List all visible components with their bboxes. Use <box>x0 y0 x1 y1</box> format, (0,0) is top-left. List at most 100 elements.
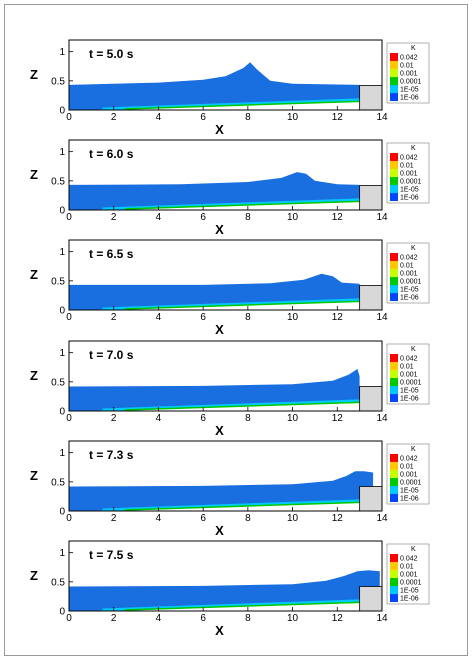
x-tick-label: 2 <box>111 413 117 424</box>
x-tick-label: 4 <box>156 613 162 624</box>
legend-swatch <box>390 93 398 101</box>
x-tick-label: 0 <box>66 513 72 524</box>
legend-level-label: 1E-05 <box>400 488 419 495</box>
legend-swatch <box>390 53 398 61</box>
y-tick-label: 0.5 <box>51 76 65 87</box>
y-tick-label: 0.5 <box>51 176 65 187</box>
x-tick-label: 2 <box>111 212 117 223</box>
legend-swatch <box>390 61 398 69</box>
legend-swatch <box>390 454 398 462</box>
legend-swatch <box>390 161 398 169</box>
x-tick-label: 14 <box>376 312 388 323</box>
water-body <box>69 471 374 511</box>
figure-frame <box>4 4 468 656</box>
plot-area <box>69 570 380 611</box>
boundary-layer-green <box>124 601 360 611</box>
legend-swatch <box>390 293 398 301</box>
y-tick-label: 0 <box>59 306 65 317</box>
legend-level-label: 0.0001 <box>400 179 422 186</box>
seabed <box>69 402 360 411</box>
y-axis-label: Z <box>30 468 38 483</box>
water-body <box>69 172 360 210</box>
plot-area <box>69 369 360 411</box>
x-tick-label: 0 <box>66 112 72 123</box>
legend-swatch <box>390 394 398 402</box>
legend-level-label: 0.0001 <box>400 580 422 587</box>
legend-level-label: 1E-05 <box>400 588 419 595</box>
x-tick-label: 2 <box>111 312 117 323</box>
y-tick-label: 1 <box>59 247 65 258</box>
y-tick-label: 0 <box>59 607 65 618</box>
x-tick-label: 14 <box>376 112 388 123</box>
legend-swatch <box>390 370 398 378</box>
structure-block <box>359 386 383 412</box>
legend-level-label: 0.042 <box>400 155 418 162</box>
plot-area <box>69 172 360 210</box>
time-label: t = 7.3 s <box>89 448 134 462</box>
boundary-layer-green <box>124 100 360 110</box>
y-tick-label: 0.5 <box>51 276 65 287</box>
y-axis-label: Z <box>30 267 38 282</box>
x-tick-label: 0 <box>66 212 72 223</box>
legend-level-label: 0.001 <box>400 472 418 479</box>
structure-block <box>359 185 383 211</box>
legend-swatch <box>390 594 398 602</box>
y-tick-label: 1 <box>59 147 65 158</box>
legend-level-label: 1E-05 <box>400 287 419 294</box>
x-tick-label: 12 <box>332 312 344 323</box>
legend-swatch <box>390 562 398 570</box>
x-tick-label: 12 <box>332 413 344 424</box>
y-axis-label: Z <box>30 167 38 182</box>
legend-swatch <box>390 554 398 562</box>
x-tick-label: 8 <box>245 112 251 123</box>
x-tick-label: 4 <box>156 112 162 123</box>
legend-level-label: 1E-06 <box>400 396 419 403</box>
legend-swatch <box>390 253 398 261</box>
x-tick-label: 4 <box>156 212 162 223</box>
legend-level-label: 0.01 <box>400 464 414 471</box>
legend-swatch <box>390 478 398 486</box>
y-tick-label: 1 <box>59 548 65 559</box>
plot-frame <box>68 139 383 211</box>
seabed <box>69 602 360 611</box>
seabed <box>69 502 360 511</box>
legend-swatch <box>390 261 398 269</box>
seabed <box>69 201 360 210</box>
legend-swatch <box>390 462 398 470</box>
legend-level-label: 0.001 <box>400 372 418 379</box>
legend-level-label: 0.042 <box>400 55 418 62</box>
x-tick-label: 2 <box>111 613 117 624</box>
legend-swatch <box>390 570 398 578</box>
water-body <box>69 62 360 110</box>
time-label: t = 6.5 s <box>89 247 134 261</box>
boundary-layer-cyan <box>102 198 360 210</box>
y-axis-label: Z <box>30 368 38 383</box>
boundary-layer-cyan <box>102 599 360 611</box>
structure-block <box>359 486 383 512</box>
plot-area <box>69 471 374 511</box>
boundary-layer-cyan <box>102 499 360 511</box>
x-tick-label: 6 <box>200 413 206 424</box>
legend-level-label: 0.001 <box>400 572 418 579</box>
x-tick-label: 14 <box>376 212 388 223</box>
legend-level-label: 1E-05 <box>400 187 419 194</box>
plot-frame <box>68 340 383 412</box>
x-tick-label: 4 <box>156 513 162 524</box>
x-tick-label: 4 <box>156 413 162 424</box>
x-tick-label: 10 <box>287 413 299 424</box>
x-tick-label: 14 <box>376 513 388 524</box>
legend-level-label: 0.0001 <box>400 480 422 487</box>
legend-level-label: 1E-06 <box>400 596 419 603</box>
y-tick-label: 0.5 <box>51 477 65 488</box>
legend-level-label: 0.0001 <box>400 380 422 387</box>
x-tick-label: 14 <box>376 613 388 624</box>
legend-swatch <box>390 285 398 293</box>
x-tick-label: 10 <box>287 312 299 323</box>
y-tick-label: 1 <box>59 448 65 459</box>
